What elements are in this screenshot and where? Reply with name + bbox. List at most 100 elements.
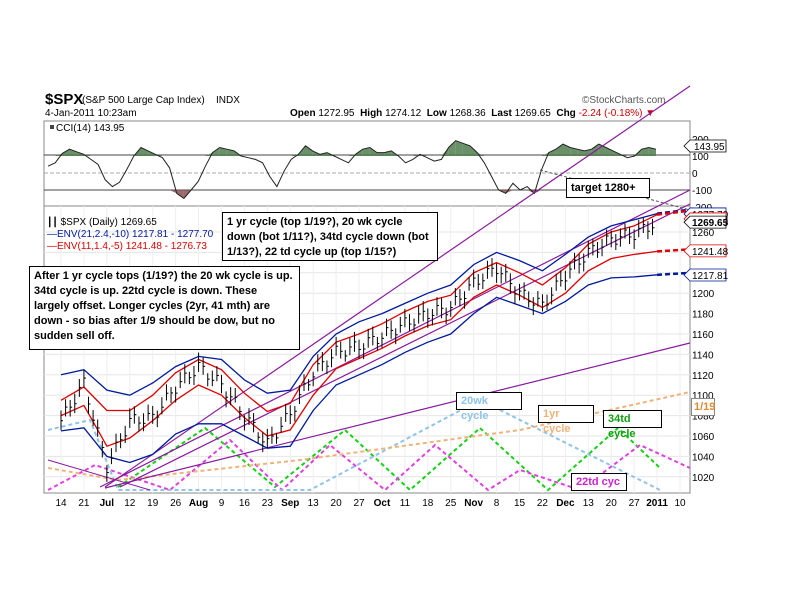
price-tick-label: 1040 xyxy=(692,452,715,463)
date-label-1-19: 1/19 xyxy=(691,398,715,416)
cci-line xyxy=(47,140,657,200)
envelope-line-2 xyxy=(60,274,658,464)
cci-overbought-fill xyxy=(570,147,578,156)
price-tick-label: 1120 xyxy=(692,371,714,382)
symbol-name: (S&P 500 Large Cap Index) xyxy=(82,95,205,106)
x-tick-label: 9 xyxy=(219,498,225,509)
price-tick-label: 1100 xyxy=(692,391,714,402)
symbol-title: $SPX xyxy=(45,91,84,108)
quote-bar: Open 1272.95 High 1274.12 Low 1268.36 La… xyxy=(290,108,655,119)
x-tick-label: 27 xyxy=(629,498,641,509)
x-tick-label: Oct xyxy=(374,498,391,509)
cci-overbought-fill xyxy=(212,147,220,156)
cycle-20wk-line xyxy=(47,398,661,491)
cci-overbought-fill xyxy=(384,150,392,156)
legend-env1: —ENV(21,2.4,-10) 1217.81 - 1277.70 xyxy=(47,229,214,240)
cci-tick-label: 100 xyxy=(692,152,709,163)
price-tick-label: 1160 xyxy=(692,330,714,341)
cycle-label-22td: 22td cyc xyxy=(571,473,627,491)
low-label: Low xyxy=(426,108,447,119)
cci-overbought-fill xyxy=(69,149,77,156)
legend-env1-label: ENV(21,2.4,-10) 1217.81 - 1277.70 xyxy=(57,229,214,240)
brand-text: ©StockCharts.com xyxy=(582,95,666,106)
price-legend: ┃┃ $SPX (Daily) 1269.65 —ENV(21,2.4,-10)… xyxy=(47,216,213,253)
cci-overbought-fill xyxy=(377,152,385,156)
x-tick-label: 13 xyxy=(583,498,595,509)
price-tick-label: 1060 xyxy=(692,432,715,443)
cci-overbought-fill xyxy=(641,147,649,156)
cci-overbought-fill xyxy=(455,140,463,156)
bar-icon: ┃┃ xyxy=(47,217,58,227)
cci-legend-swatch xyxy=(50,125,54,129)
cci-overbought-fill xyxy=(219,147,227,156)
cycle-note-main: After 1 yr cycle tops (1/19?) the 20 wk … xyxy=(29,266,300,350)
cycle-label-20wk: 20wk cycle xyxy=(456,392,522,422)
cci-overbought-fill xyxy=(62,149,70,156)
badge-last-text: 1269.65 xyxy=(692,218,729,229)
envelope-projection xyxy=(656,248,691,253)
x-tick-label: 23 xyxy=(262,498,274,509)
x-tick-label: 22 xyxy=(537,498,549,509)
x-tick-label: 10 xyxy=(674,498,686,509)
badge-env1-lower-text: 1217.81 xyxy=(692,271,729,282)
trendline xyxy=(104,85,691,488)
exchange-label: INDX xyxy=(216,95,240,106)
last-label: Last xyxy=(491,108,512,119)
last-value: 1269.65 xyxy=(514,108,551,119)
cci-overbought-fill xyxy=(591,144,599,156)
envelope-line-1 xyxy=(60,212,658,396)
cci-overbought-fill xyxy=(348,154,356,156)
x-tick-label: 18 xyxy=(422,498,434,509)
x-tick-label: 26 xyxy=(170,498,182,509)
envelope-line-3 xyxy=(60,214,658,413)
legend-env2: —ENV(11,1.4,-5) 1241.48 - 1276.73 xyxy=(47,241,207,252)
x-tick-label: 13 xyxy=(308,498,320,509)
badge-env1-lower xyxy=(683,268,727,282)
chg-label: Chg xyxy=(556,108,576,119)
x-tick-label: Dec xyxy=(556,498,575,509)
envelope-projection xyxy=(656,209,691,216)
legend-price-label: $SPX (Daily) 1269.65 xyxy=(60,217,157,228)
cci-oversold-fill xyxy=(176,190,184,199)
cci-panel: 2001000-100-200 CCI(14) 143.95 143.95 xyxy=(43,120,727,214)
chg-value: -2.24 (-0.18%) xyxy=(578,108,643,119)
x-tick-label: 15 xyxy=(514,498,526,509)
x-tick-label: 16 xyxy=(239,498,251,509)
x-tick-label: 12 xyxy=(124,498,136,509)
high-label: High xyxy=(360,108,383,119)
x-tick-label: 19 xyxy=(147,498,159,509)
cci-legend: CCI(14) 143.95 xyxy=(50,123,125,134)
high-value: 1274.12 xyxy=(385,108,422,119)
x-tick-label: 27 xyxy=(353,498,365,509)
cci-overbought-fill xyxy=(605,147,614,156)
low-value: 1268.36 xyxy=(449,108,486,119)
x-tick-label: Nov xyxy=(464,498,483,509)
cci-overbought-fill xyxy=(648,147,656,156)
x-tick-label: Sep xyxy=(281,498,299,509)
cci-oversold-fill xyxy=(169,190,177,194)
x-tick-label: 20 xyxy=(606,498,618,509)
x-tick-label: 20 xyxy=(331,498,343,509)
price-tick-label: 1200 xyxy=(692,289,715,300)
trendline xyxy=(104,342,691,489)
cycle-label-34td: 34td cycle xyxy=(603,410,662,440)
cci-tick-label: -100 xyxy=(692,186,712,197)
cci-overbought-fill xyxy=(448,140,456,156)
price-tick-label: 1080 xyxy=(692,412,715,423)
cycle-label-1yr: 1yr cycle xyxy=(538,405,594,435)
legend-price: ┃┃ $SPX (Daily) 1269.65 xyxy=(47,216,213,229)
badge-env2-lower xyxy=(683,244,727,258)
envelope-projection xyxy=(656,271,691,277)
cci-oversold-fill xyxy=(527,190,535,194)
cci-tick-label: 0 xyxy=(692,169,698,180)
brand-label[interactable]: ©StockCharts.com xyxy=(582,95,666,106)
x-tick-label: Aug xyxy=(189,498,208,509)
trendline xyxy=(119,203,691,488)
cci-overbought-fill xyxy=(369,147,378,156)
price-tick-label: 1260 xyxy=(692,228,715,239)
x-tick-label: Jul xyxy=(100,498,115,509)
x-tick-label: 25 xyxy=(445,498,457,509)
target-annotation: target 1280+ xyxy=(566,178,650,198)
cci-overbought-fill xyxy=(305,145,313,156)
x-tick-label: 8 xyxy=(494,498,500,509)
